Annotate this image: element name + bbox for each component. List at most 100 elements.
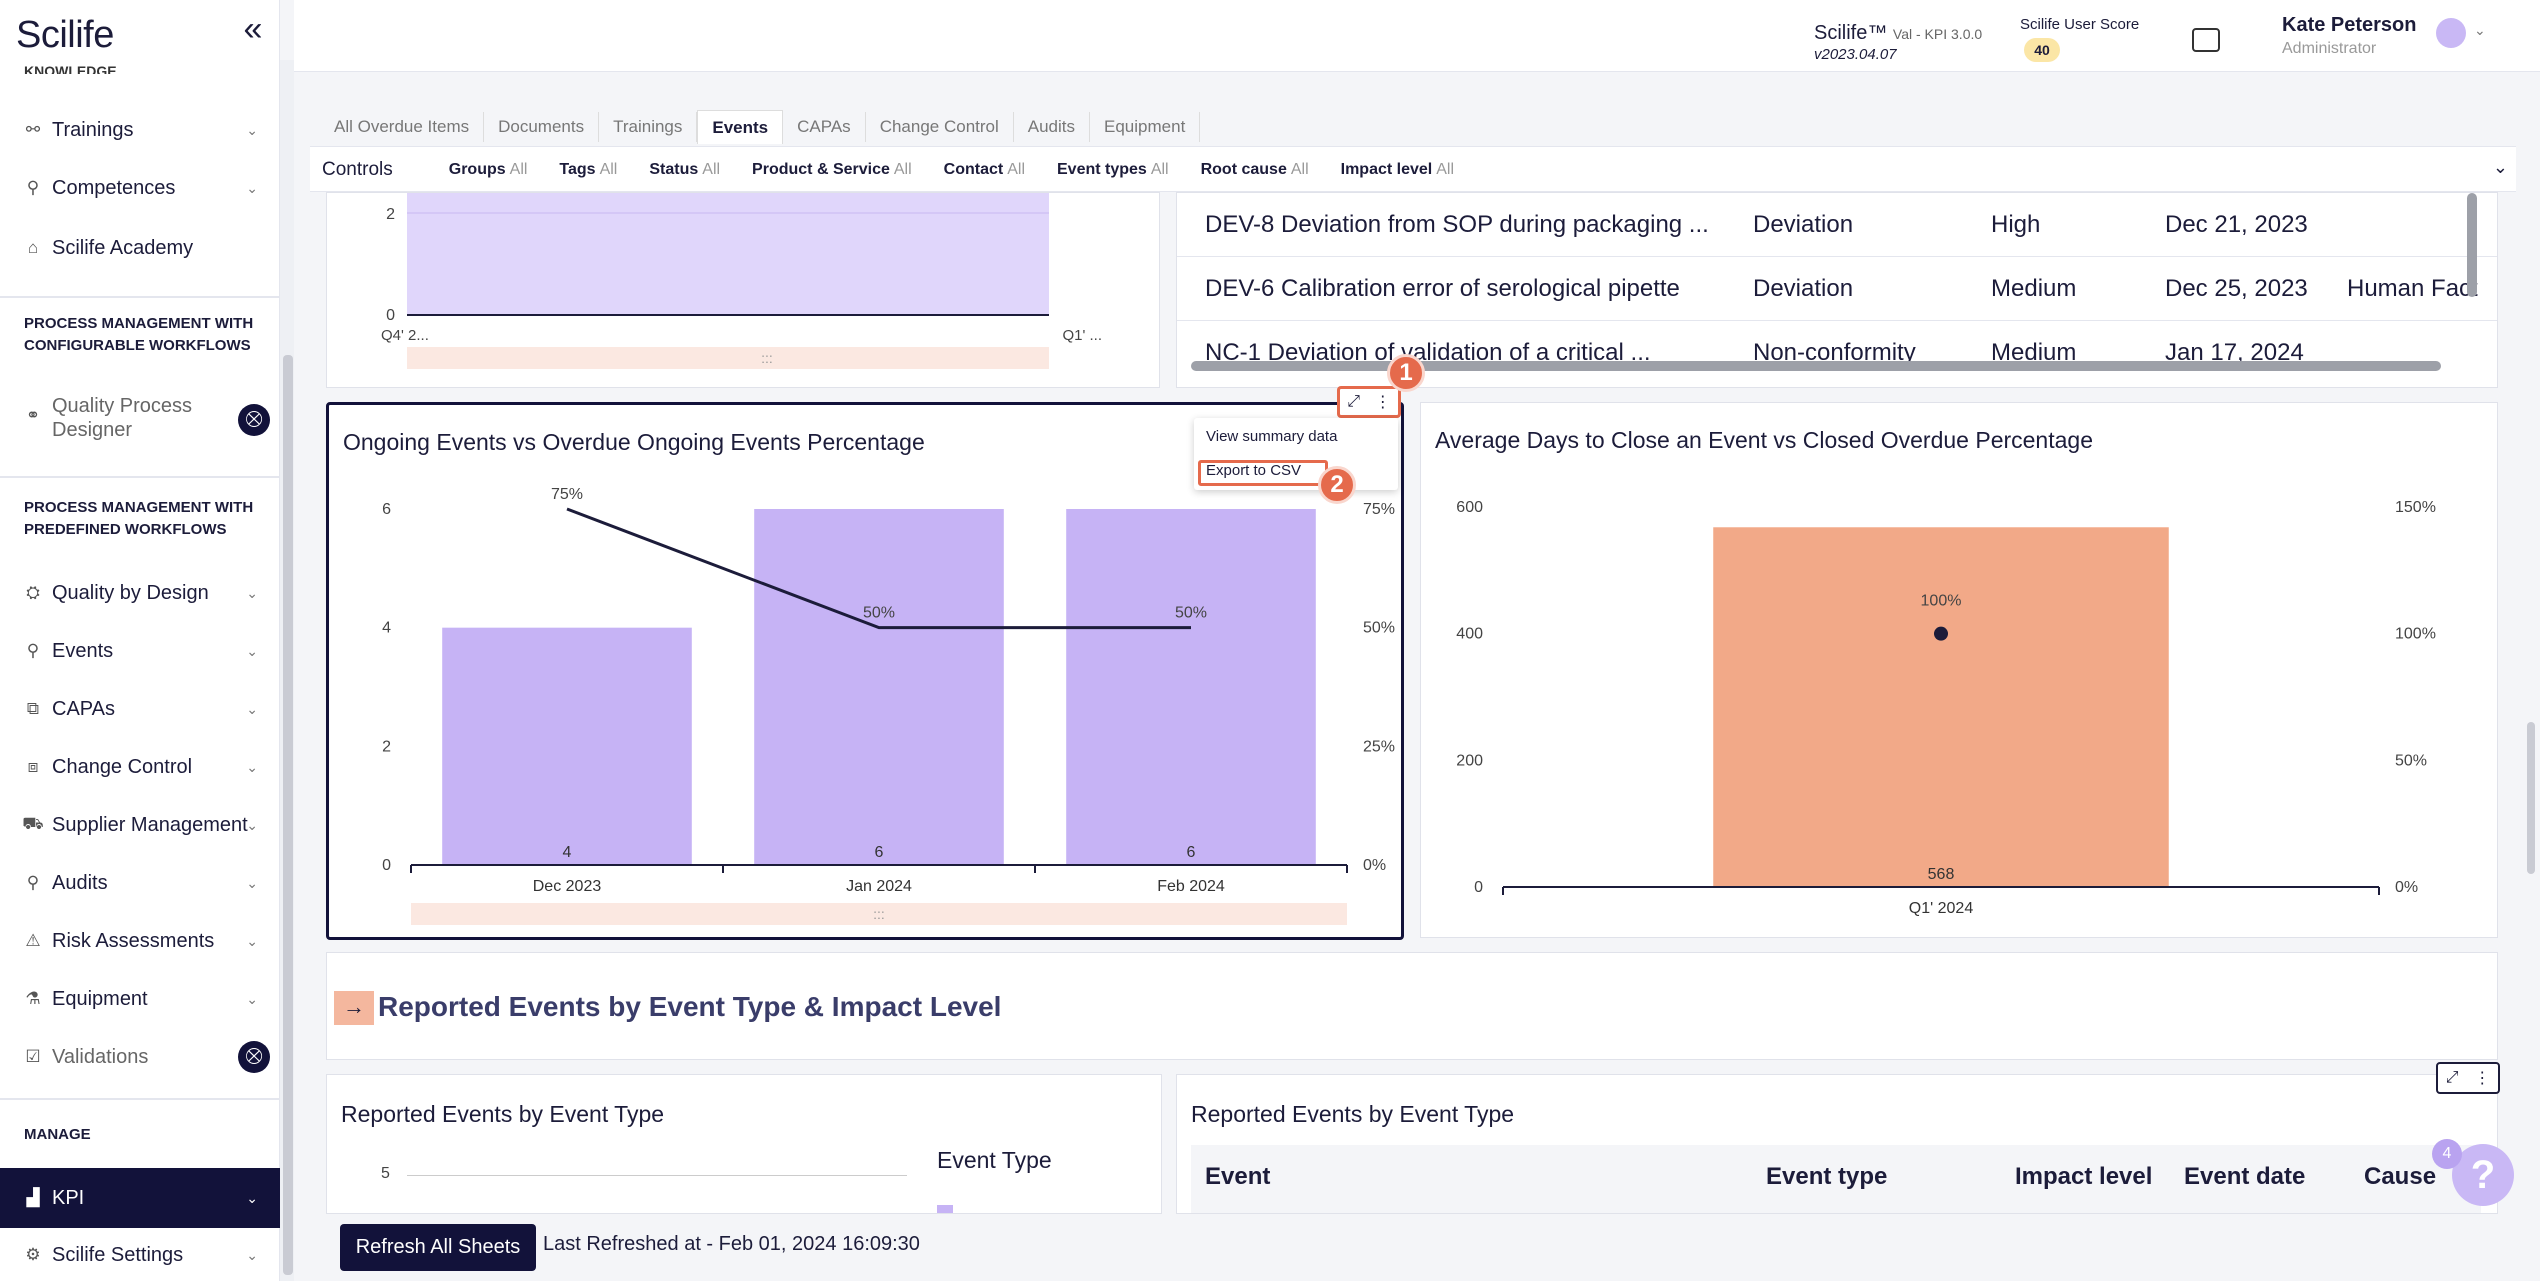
scroll-grip-icon[interactable]: ::: — [761, 350, 773, 366]
chevron-down-icon[interactable]: ⌄ — [2492, 157, 2508, 177]
tab-documents[interactable]: Documents — [484, 112, 600, 142]
user-name[interactable]: Kate Peterson — [2282, 14, 2417, 36]
export-to-csv-item[interactable]: Export to CSV — [1206, 462, 1302, 479]
sidebar-item-kpi[interactable]: ▟ KPI ⌄ — [0, 1168, 280, 1228]
y-tick: 5 — [381, 1165, 390, 1182]
lock-icon: ⛒ — [238, 404, 270, 436]
filter-event-types[interactable]: Event types All — [1057, 161, 1169, 179]
cell-date: Dec 21, 2023 — [2165, 211, 2308, 238]
kpi-icon: ▟ — [26, 1188, 40, 1207]
table-header — [1191, 1145, 2481, 1213]
more-options-icon[interactable]: ⋮ — [2474, 1070, 2491, 1087]
sidebar-item-process-designer[interactable]: ⚭ Quality Process Designer ⛒ — [0, 394, 280, 450]
filter-root-cause[interactable]: Root cause All — [1201, 161, 1309, 179]
chat-icon[interactable] — [2192, 28, 2220, 52]
reported-events-chart-panel[interactable]: Reported Events by Event Type 5 Event Ty… — [326, 1074, 1162, 1214]
tab-equipment[interactable]: Equipment — [1090, 112, 1201, 142]
table-toolbar: ⤢ ⋮ — [2436, 1062, 2500, 1094]
horizontal-scrollbar[interactable] — [1191, 361, 2441, 371]
vertical-scrollbar[interactable] — [2467, 193, 2477, 297]
sidebar-item-supplier-management[interactable]: ⛟ Supplier Management ⌄ — [0, 800, 280, 850]
more-options-icon[interactable]: ⋮ — [1374, 394, 1391, 411]
user-score-label: Scilife User Score — [2020, 16, 2140, 33]
tab-audits[interactable]: Audits — [1014, 112, 1091, 142]
sidebar-item-risk-assessments[interactable]: ⚠ Risk Assessments ⌄ — [0, 916, 280, 966]
y-tick: 600 — [1456, 499, 1483, 516]
arrow-right-icon: → — [334, 991, 374, 1025]
main-scrollbar-thumb[interactable] — [2527, 722, 2535, 874]
step-badge-2: 2 — [1318, 466, 1356, 504]
sidebar-item-validations[interactable]: ☑ Validations ⛒ — [0, 1032, 280, 1082]
collapse-sidebar-icon[interactable]: « — [243, 10, 263, 48]
tab-events[interactable]: Events — [697, 110, 784, 144]
tab-capas[interactable]: CAPAs — [783, 112, 866, 142]
column-header-impact[interactable]: Impact level — [2015, 1163, 2153, 1190]
filter-tags[interactable]: Tags All — [559, 161, 617, 179]
table-row[interactable]: DEV-6 Calibration error of serological p… — [1177, 257, 2497, 321]
filter-impact-level[interactable]: Impact level All — [1341, 161, 1454, 179]
sidebar-item-equipment[interactable]: ⚗ Equipment ⌄ — [0, 974, 280, 1024]
point — [1934, 626, 1948, 641]
lock-icon: ⛒ — [238, 1041, 270, 1073]
controls-label[interactable]: Controls — [322, 159, 393, 180]
sidebar-item-settings[interactable]: ⚙ Scilife Settings ⌄ — [0, 1230, 280, 1280]
trainings-icon: ⚯ — [25, 120, 41, 139]
chart-toolbar: ⤢ ⋮ — [1337, 386, 1401, 418]
sidebar-item-competences[interactable]: ⚲ Competences ⌄ — [0, 163, 280, 213]
main-scrollbar[interactable] — [2524, 200, 2538, 1210]
cell-date: Dec 25, 2023 — [2165, 275, 2308, 302]
sidebar-item-capas[interactable]: ⧉ CAPAs ⌄ — [0, 684, 280, 734]
filter-groups[interactable]: Groups All — [449, 161, 528, 179]
expand-icon[interactable]: ⤢ — [1347, 393, 1361, 410]
filter-product-service[interactable]: Product & Service All — [752, 161, 912, 179]
scilife-logo[interactable]: Scilife — [16, 14, 114, 56]
user-score-badge: 40 — [2024, 38, 2060, 62]
y-tick: 2 — [382, 738, 391, 755]
filter-value: All — [1007, 161, 1025, 178]
sidebar-item-label: Equipment — [52, 987, 148, 1010]
y2-tick: 0% — [2395, 879, 2418, 896]
filter-value: All — [1290, 161, 1309, 178]
filter-contact[interactable]: Contact All — [944, 161, 1025, 179]
expand-icon[interactable]: ⤢ — [2445, 1069, 2459, 1086]
x-tick: Q1' ... — [1062, 327, 1102, 344]
chevron-down-icon: ⌄ — [246, 584, 258, 601]
bar-label: 6 — [875, 844, 884, 861]
x-tick: Q4' 2... — [381, 327, 429, 344]
sidebar-item-events[interactable]: ⚲ Events ⌄ — [0, 626, 280, 676]
table-row[interactable]: NC-1 Deviation of validation of a critic… — [1177, 321, 2497, 385]
sidebar-scrollbar-thumb[interactable] — [283, 355, 293, 1275]
help-button[interactable]: ? — [2452, 1144, 2514, 1206]
filter-status[interactable]: Status All — [649, 161, 720, 179]
filter-value: All — [599, 161, 618, 178]
chevron-down-icon: ⌄ — [246, 700, 258, 717]
tab-trainings[interactable]: Trainings — [599, 112, 698, 142]
chevron-down-icon: ⌄ — [246, 642, 258, 659]
chevron-down-icon[interactable]: ⌄ — [2474, 22, 2486, 38]
table-row[interactable]: DEV-8 Deviation from SOP during packagin… — [1177, 193, 2497, 257]
sidebar-item-quality-by-design[interactable]: ⛭ Quality by Design ⌄ — [0, 568, 280, 618]
view-summary-data-item[interactable]: View summary data — [1206, 428, 1338, 445]
chart-scrollbar[interactable] — [407, 347, 1049, 369]
reported-events-table-panel[interactable]: Reported Events by Event Type — [1176, 1074, 2498, 1214]
average-days-chart-panel[interactable]: Average Days to Close an Event vs Closed… — [1420, 402, 2498, 938]
column-header-event[interactable]: Event — [1205, 1163, 1271, 1190]
tab-change-control[interactable]: Change Control — [866, 112, 1014, 142]
column-header-cause[interactable]: Cause — [2364, 1163, 2437, 1190]
y2-tick: 100% — [2395, 626, 2436, 643]
sidebar-item-audits[interactable]: ⚲ Audits ⌄ — [0, 858, 280, 908]
sidebar-item-academy[interactable]: ⌂ Scilife Academy — [0, 223, 280, 273]
sidebar-item-change-control[interactable]: ⧈ Change Control ⌄ — [0, 742, 280, 792]
sidebar-item-label: Scilife Settings — [52, 1243, 184, 1266]
tab-all-overdue[interactable]: All Overdue Items — [320, 112, 485, 142]
chart-context-menu: View summary data Export to CSV — [1194, 418, 1398, 490]
column-header-date[interactable]: Event date — [2184, 1163, 2306, 1190]
avatar[interactable] — [2436, 18, 2466, 48]
column-header-event-type[interactable]: Event type — [1766, 1163, 1888, 1190]
ongoing-events-chart-panel[interactable]: Ongoing Events vs Overdue Ongoing Events… — [326, 402, 1404, 940]
academy-icon: ⌂ — [27, 238, 39, 257]
refresh-all-sheets-button[interactable]: Refresh All Sheets — [340, 1224, 536, 1271]
process-designer-icon: ⚭ — [25, 406, 41, 425]
sidebar-item-trainings[interactable]: ⚯ Trainings ⌄ — [0, 105, 280, 155]
sidebar-item-label: Risk Assessments — [52, 929, 215, 952]
